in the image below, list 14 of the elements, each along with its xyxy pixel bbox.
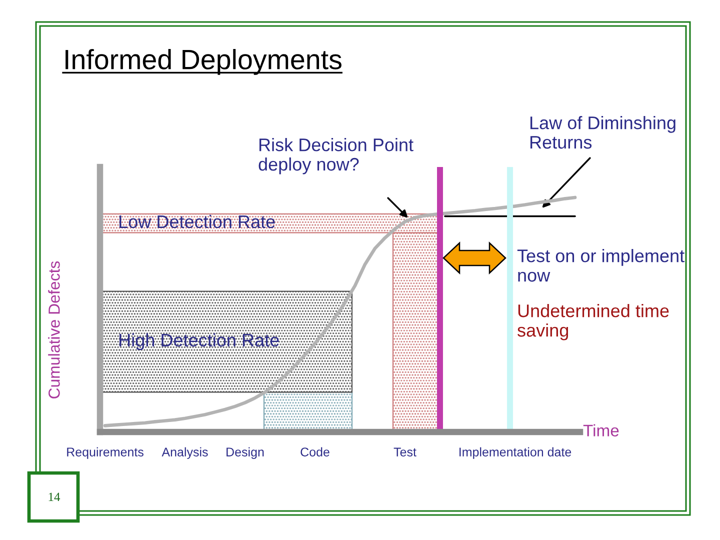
x-tick-label: Implementation date [460, 447, 572, 459]
y-axis-title: Cumulative Defects [48, 261, 60, 398]
chart-title: Informed Deployments [66, 49, 342, 75]
x-tick-label: Code [300, 447, 330, 456]
x-tick-label: Test [394, 448, 416, 456]
annotation: Test on or implement now [517, 249, 684, 282]
x-axis-title: Time [583, 424, 619, 436]
x-tick-label: Analysis [162, 447, 208, 459]
annotation: Undetermined time saving [518, 304, 669, 340]
text: Law of Diminshing Returns [530, 116, 676, 149]
x-tick-label: Requirements [67, 447, 144, 459]
x-tick-label: Design [226, 447, 264, 459]
text: Risk Decision Point deploy now? [258, 138, 414, 174]
text: 14 [48, 492, 60, 502]
